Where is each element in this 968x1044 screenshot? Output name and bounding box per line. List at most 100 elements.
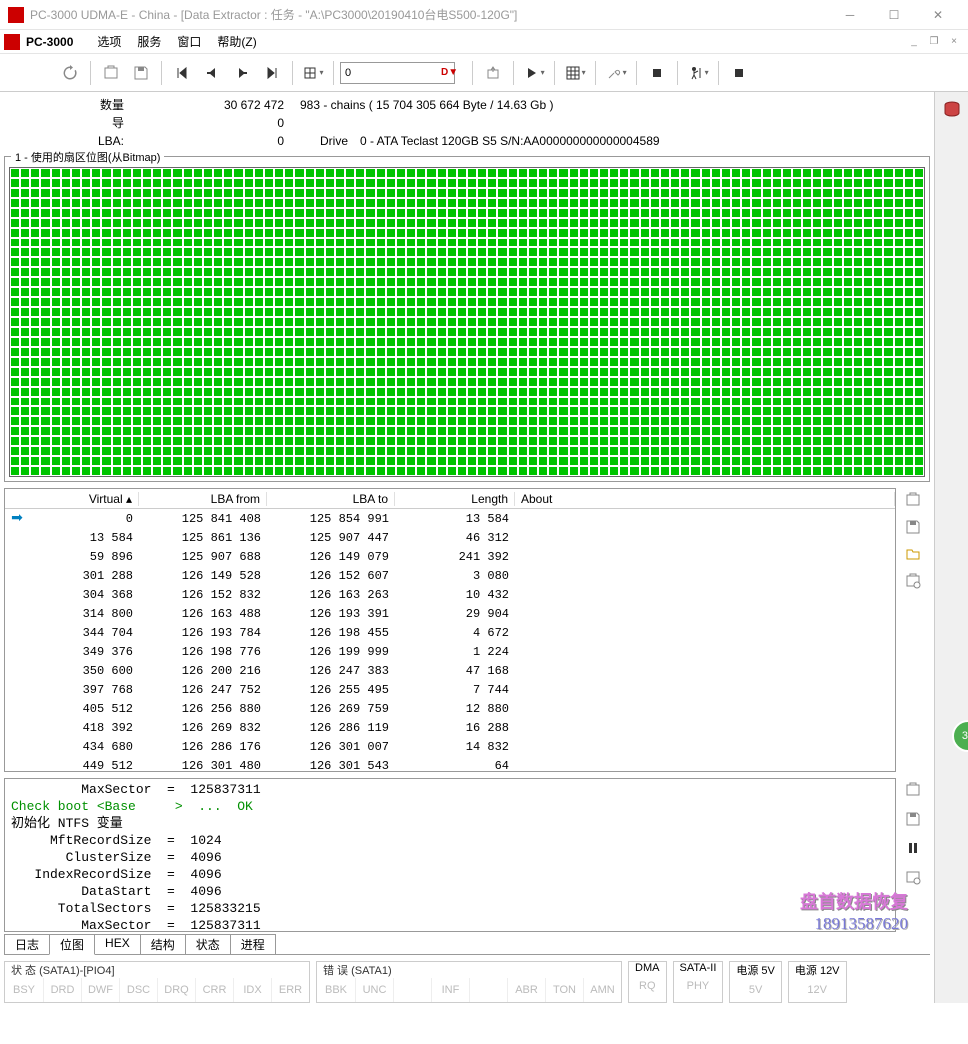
matrix-button[interactable]: ▾ <box>561 59 589 87</box>
tab-bitmap[interactable]: 位图 <box>49 934 95 955</box>
status-errors: 错 误 (SATA1) BBKUNCINFABRTONAMN <box>316 961 622 1003</box>
status-power5v: 电源 5V 5V <box>729 961 782 1003</box>
minimize-button[interactable]: ─ <box>828 1 872 29</box>
table-row[interactable]: 13 584125 861 136125 907 44746 312 <box>5 528 895 547</box>
status-item: DRQ <box>157 978 195 1002</box>
toolbar: ▾ D▼ ▾ ▾ ▾ ▾ <box>0 54 968 92</box>
status-item: BBK <box>317 978 355 1002</box>
mdi-close-button[interactable]: × <box>944 34 964 50</box>
tools-button[interactable]: ▾ <box>602 59 630 87</box>
status-item: INF <box>431 978 469 1002</box>
maximize-button[interactable]: ☐ <box>872 1 916 29</box>
log-panel[interactable]: MaxSector = 125837311Check boot <Base > … <box>4 778 896 932</box>
tab-hex[interactable]: HEX <box>94 934 141 955</box>
last-button[interactable] <box>258 59 286 87</box>
status-item: BSY <box>5 978 43 1002</box>
open-project-button[interactable] <box>97 59 125 87</box>
table-row[interactable]: 59 896125 907 688126 149 079241 392 <box>5 547 895 566</box>
num-value: 0 <box>140 114 300 132</box>
titlebar: PC-3000 UDMA-E - China - [Data Extractor… <box>0 0 968 30</box>
play-button[interactable]: ▾ <box>520 59 548 87</box>
export-button[interactable] <box>479 59 507 87</box>
status-item: ABR <box>507 978 545 1002</box>
bitmap-title: 1 - 使用的扇区位图(从Bitmap) <box>11 149 164 165</box>
next-button[interactable] <box>228 59 256 87</box>
table-row[interactable]: 418 392126 269 832126 286 11916 288 <box>5 718 895 737</box>
table-body[interactable]: ➡0125 841 408125 854 99113 58413 584125 … <box>5 509 895 771</box>
log-settings-button[interactable] <box>905 869 921 888</box>
drive-icon[interactable] <box>939 96 965 122</box>
status-item: ERR <box>271 978 309 1002</box>
lba-value: 0 <box>140 132 300 150</box>
tab-log[interactable]: 日志 <box>4 934 50 955</box>
table-row[interactable]: 344 704126 193 784126 198 4554 672 <box>5 623 895 642</box>
tab-status[interactable]: 状态 <box>185 934 231 955</box>
menubar: PC-3000 选项 服务 窗口 帮助(Z) _ ❐ × <box>0 30 968 54</box>
table-row[interactable]: 314 800126 163 488126 193 39129 904 <box>5 604 895 623</box>
refresh-button[interactable] <box>56 59 84 87</box>
menu-help[interactable]: 帮助(Z) <box>209 31 264 52</box>
col-about[interactable]: About <box>515 492 895 506</box>
col-length[interactable]: Length <box>395 492 515 506</box>
log-copy-button[interactable] <box>905 782 921 801</box>
close-button[interactable]: ✕ <box>916 1 960 29</box>
right-rail <box>934 92 968 1003</box>
app-logo-icon <box>4 34 20 50</box>
tab-process[interactable]: 进程 <box>230 934 276 955</box>
bottom-tabs: 日志 位图 HEX 结构 状态 进程 <box>4 934 930 955</box>
status-item: UNC <box>355 978 393 1002</box>
num-label: 导 <box>60 114 140 132</box>
table-row[interactable]: 304 368126 152 832126 163 26310 432 <box>5 585 895 604</box>
col-virtual[interactable]: Virtual ▴ <box>29 492 139 506</box>
address-input[interactable] <box>340 62 455 84</box>
first-button[interactable] <box>168 59 196 87</box>
lba-table: Virtual ▴ LBA from LBA to Length About ➡… <box>4 488 896 772</box>
brand-label: PC-3000 <box>26 35 73 49</box>
table-row[interactable]: 405 512126 256 880126 269 75912 880 <box>5 699 895 718</box>
grid-button[interactable]: ▾ <box>299 59 327 87</box>
app-logo-icon <box>8 7 24 23</box>
status-item: CRR <box>195 978 233 1002</box>
status-bar: 状 态 (SATA1)-[PIO4] BSYDRDDWFDSCDRQCRRIDX… <box>4 961 930 1003</box>
save-button[interactable] <box>127 59 155 87</box>
stop-alt-button[interactable] <box>725 59 753 87</box>
table-export-button[interactable] <box>905 573 921 592</box>
table-row[interactable]: ➡0125 841 408125 854 99113 584 <box>5 509 895 528</box>
menu-window[interactable]: 窗口 <box>169 31 209 52</box>
qty-detail: 983 - chains ( 15 704 305 664 Byte / 14.… <box>300 96 926 114</box>
status-sata1: 状 态 (SATA1)-[PIO4] BSYDRDDWFDSCDRQCRRIDX… <box>4 961 310 1003</box>
down-marker-icon: D▼ <box>441 67 458 78</box>
table-save-button[interactable] <box>905 519 921 538</box>
mdi-restore-button[interactable]: ❐ <box>924 34 944 50</box>
tab-struct[interactable]: 结构 <box>140 934 186 955</box>
log-save-button[interactable] <box>905 811 921 830</box>
table-header: Virtual ▴ LBA from LBA to Length About <box>5 489 895 509</box>
qty-value: 30 672 472 <box>140 96 300 114</box>
col-lbato[interactable]: LBA to <box>267 492 395 506</box>
status-item: AMN <box>583 978 621 1002</box>
table-row[interactable]: 449 512126 301 480126 301 54364 <box>5 756 895 771</box>
bitmap-grid[interactable] <box>9 167 925 477</box>
stop-button[interactable] <box>643 59 671 87</box>
status-dma: DMA RQ <box>628 961 667 1003</box>
log-pause-button[interactable] <box>905 840 921 859</box>
mdi-minimize-button[interactable]: _ <box>904 34 924 50</box>
table-row[interactable]: 301 288126 149 528126 152 6073 080 <box>5 566 895 585</box>
col-lbafrom[interactable]: LBA from <box>139 492 267 506</box>
qty-label: 数量 <box>60 96 140 114</box>
table-row[interactable]: 397 768126 247 752126 255 4957 744 <box>5 680 895 699</box>
menu-options[interactable]: 选项 <box>89 31 129 52</box>
table-row[interactable]: 434 680126 286 176126 301 00714 832 <box>5 737 895 756</box>
drive-value: 0 - ATA Teclast 120GB S5 S/N:AA000000000… <box>360 134 660 148</box>
watermark: 盘首数据恢复 18913587620 <box>800 888 908 934</box>
exit-button[interactable]: ▾ <box>684 59 712 87</box>
status-item: TON <box>545 978 583 1002</box>
prev-button[interactable] <box>198 59 226 87</box>
table-open-button[interactable] <box>905 546 921 565</box>
table-row[interactable]: 349 376126 198 776126 199 9991 224 <box>5 642 895 661</box>
status-item: DWF <box>81 978 119 1002</box>
menu-services[interactable]: 服务 <box>129 31 169 52</box>
table-row[interactable]: 350 600126 200 216126 247 38347 168 <box>5 661 895 680</box>
status-item: DRD <box>43 978 81 1002</box>
table-refresh-button[interactable] <box>905 492 921 511</box>
